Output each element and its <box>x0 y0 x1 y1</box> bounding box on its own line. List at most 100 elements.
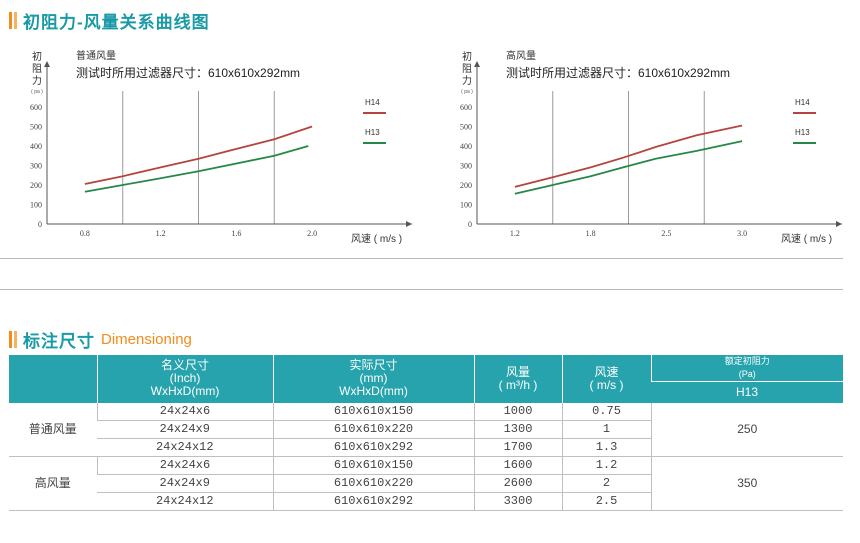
cell-airflow: 1600 <box>473 456 562 475</box>
header-airflow: 风量 ( m³/h ) <box>473 355 562 403</box>
cell-resistance: 350 <box>650 456 843 511</box>
header-nominal-size: 名义尺寸 (Inch) WxHxD(mm) <box>96 355 273 403</box>
header-line: 风速 <box>594 364 619 379</box>
header-line: (Inch) <box>169 371 201 386</box>
x-tick-label: 2.0 <box>307 229 317 238</box>
cell-actual: 610x610x220 <box>272 420 474 439</box>
legend-label: H14 <box>795 98 810 107</box>
cell-actual: 610x610x292 <box>272 438 474 457</box>
y-axis-label: 力 <box>32 74 42 87</box>
cell-actual: 610x610x150 <box>272 402 474 421</box>
title-accent-bar <box>14 12 17 29</box>
x-tick-label: 1.8 <box>586 229 596 238</box>
header-group <box>9 355 97 403</box>
table-row: 24x24x12 610x610x292 3300 2.5 <box>9 492 843 511</box>
legend-label: H13 <box>795 128 810 137</box>
y-tick-label: 100 <box>30 201 42 210</box>
header-line: 风量 <box>505 364 530 379</box>
dimensions-table: 名义尺寸 (Inch) WxHxD(mm) 实际尺寸 (mm) WxHxD(mm… <box>9 355 843 511</box>
header-initial-resistance: 额定初阻力 (Pa) <box>650 355 843 382</box>
cell-velocity: 1 <box>561 420 651 439</box>
header-line: WxHxD(mm) <box>150 384 220 399</box>
header-line: 实际尺寸 <box>349 358 398 373</box>
series-line-h13 <box>84 145 309 193</box>
x-tick-label: 2.5 <box>661 229 671 238</box>
legend-label: H13 <box>365 128 380 137</box>
y-tick-label: 300 <box>460 162 472 171</box>
cell-airflow: 3300 <box>473 492 562 511</box>
header-line: 名义尺寸 <box>160 358 209 373</box>
section-title-curves: 初阻力-风量关系曲线图 <box>9 8 210 33</box>
cell-airflow: 2600 <box>473 474 562 493</box>
x-tick-label: 1.2 <box>510 229 520 238</box>
y-tick-label: 200 <box>460 181 472 190</box>
header-velocity: 风速 ( m/s ) <box>561 355 651 403</box>
legend-label: H14 <box>365 98 380 107</box>
group-label: 普通风量 <box>9 402 97 457</box>
y-axis-label: 阻 <box>32 63 42 75</box>
y-tick-label: 500 <box>30 123 42 132</box>
cell-nominal: 24x24x9 <box>97 474 273 493</box>
y-tick-label: 600 <box>460 103 472 112</box>
x-tick-label: 1.2 <box>156 229 166 238</box>
y-tick-label: 200 <box>30 181 42 190</box>
divider <box>0 289 843 290</box>
group-label: 高风量 <box>9 456 97 511</box>
cell-velocity: 2 <box>561 474 651 493</box>
series-line-h14 <box>84 125 313 185</box>
chart-subtitle: 测试时所用过滤器尺寸：610x610x292mm <box>76 65 300 80</box>
chart-standard-airflow: 0 100 200 300 400 500 600 0.8 1.2 1.6 2.0 初阻力 ( pa )… <box>30 49 412 245</box>
title-accent-bar <box>14 331 17 348</box>
y-axis-unit: ( pa ) <box>31 89 43 95</box>
cell-nominal: 24x24x6 <box>96 402 273 421</box>
cell-nominal: 24x24x12 <box>97 492 273 511</box>
table-row: 24x24x12 610x610x292 1700 1.3 <box>9 438 843 457</box>
cell-airflow: 1000 <box>473 402 562 421</box>
cell-actual: 610x610x150 <box>272 456 474 475</box>
series-line-h13 <box>514 140 743 195</box>
cell-nominal: 24x24x9 <box>97 420 273 439</box>
y-tick-label: 0 <box>38 220 42 229</box>
cell-airflow: 1300 <box>473 420 562 439</box>
cell-velocity: 1.2 <box>561 456 651 475</box>
y-axis-arrow <box>44 61 50 67</box>
header-actual-size: 实际尺寸 (mm) WxHxD(mm) <box>272 355 474 403</box>
cell-velocity: 1.3 <box>561 438 651 457</box>
y-axis-arrow <box>474 61 480 67</box>
y-axis-unit: ( pa ) <box>461 89 473 95</box>
section-subtitle: Dimensioning <box>101 331 192 348</box>
chart-title: 普通风量 <box>76 49 116 62</box>
x-tick-label: 1.6 <box>231 229 241 238</box>
y-tick-label: 100 <box>460 201 472 210</box>
section-title-text: 标注尺寸 <box>23 332 95 351</box>
header-line: WxHxD(mm) <box>339 384 408 399</box>
y-axis-label: 初 <box>32 50 42 63</box>
divider <box>0 258 843 259</box>
table-row: 普通风量 24x24x6 610x610x150 1000 0.75 250 <box>9 402 843 457</box>
table-row: 高风量 24x24x6 610x610x150 1600 1.2 350 <box>9 456 843 511</box>
cell-velocity: 0.75 <box>561 402 651 421</box>
series-line-h14 <box>514 124 743 188</box>
cell-nominal: 24x24x12 <box>97 438 273 457</box>
header-h13: H13 <box>651 381 843 403</box>
cell-velocity: 2.5 <box>561 492 651 511</box>
x-tick-label: 0.8 <box>80 229 90 238</box>
y-tick-label: 400 <box>30 142 42 151</box>
x-axis-label: 风速 ( m/s ) <box>351 233 402 245</box>
chart-subtitle: 测试时所用过滤器尺寸：610x610x292mm <box>506 65 730 80</box>
x-axis-arrow <box>836 221 842 227</box>
cell-actual: 610x610x292 <box>272 492 474 511</box>
header-line: ( m/s ) <box>589 377 624 392</box>
x-axis-arrow <box>406 221 412 227</box>
header-line: (mm) <box>359 371 388 386</box>
header-line: ( m³/h ) <box>498 377 538 392</box>
y-tick-label: 0 <box>468 220 472 229</box>
title-accent-bar <box>9 12 12 29</box>
x-tick-label: 3.0 <box>737 229 747 238</box>
cell-resistance: 250 <box>650 402 843 457</box>
header-line: (Pa) <box>738 369 756 379</box>
title-accent-bar <box>9 331 12 348</box>
y-axis-label: 阻 <box>462 63 472 75</box>
y-axis-label: 力 <box>462 74 472 87</box>
y-tick-label: 300 <box>30 162 42 171</box>
